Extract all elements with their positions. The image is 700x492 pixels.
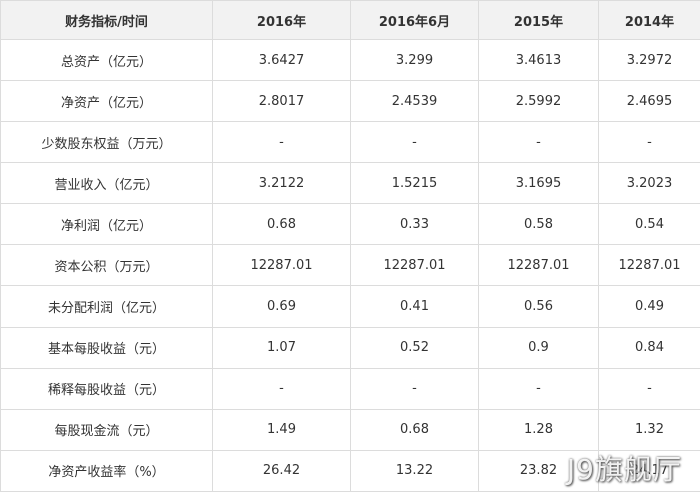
table-row: 净资产（亿元） 2.8017 2.4539 2.5992 2.4695 — [0, 80, 700, 123]
value-cell: 12287.01 — [478, 244, 599, 287]
value-cell: - — [478, 367, 599, 410]
row-label: 净资产收益率（%） — [0, 449, 213, 492]
table-row: 稀释每股收益（元） - - - - — [0, 367, 700, 410]
table-row: 营业收入（亿元） 3.2122 1.5215 3.1695 3.2023 — [0, 162, 700, 205]
value-cell: - — [350, 367, 479, 410]
value-cell: 1.5215 — [350, 162, 479, 205]
row-label: 稀释每股收益（元） — [0, 367, 213, 410]
value-cell: 0.84 — [598, 326, 700, 369]
value-cell: 0.58 — [478, 203, 599, 246]
header-cell: 财务指标/时间 — [0, 0, 213, 40]
value-cell: - — [478, 121, 599, 164]
value-cell: 2.4695 — [598, 80, 700, 123]
value-cell: 1.07 — [212, 326, 351, 369]
value-cell: 12287.01 — [598, 244, 700, 287]
header-cell: 2016年6月 — [350, 0, 479, 40]
value-cell: 3.6427 — [212, 38, 351, 82]
value-cell: 2.8017 — [212, 80, 351, 123]
table-row: 净资产收益率（%） 26.42 13.22 23.82 24.17 — [0, 449, 700, 492]
header-row: 财务指标/时间 2016年 2016年6月 2015年 2014年 — [0, 0, 700, 40]
value-cell: 2.5992 — [478, 80, 599, 123]
value-cell: 0.68 — [212, 203, 351, 246]
row-label: 基本每股收益（元） — [0, 326, 213, 369]
value-cell: 3.2972 — [598, 38, 700, 82]
header-cell: 2014年 — [598, 0, 700, 40]
row-label: 营业收入（亿元） — [0, 162, 213, 205]
value-cell: 1.49 — [212, 408, 351, 451]
value-cell: 2.4539 — [350, 80, 479, 123]
table-row: 未分配利润（亿元） 0.69 0.41 0.56 0.49 — [0, 285, 700, 328]
value-cell: 26.42 — [212, 449, 351, 492]
value-cell: 13.22 — [350, 449, 479, 492]
value-cell: 3.4613 — [478, 38, 599, 82]
value-cell: 1.32 — [598, 408, 700, 451]
value-cell: 12287.01 — [350, 244, 479, 287]
table-row: 少数股东权益（万元） - - - - — [0, 121, 700, 164]
value-cell: 0.41 — [350, 285, 479, 328]
value-cell: - — [598, 367, 700, 410]
row-label: 未分配利润（亿元） — [0, 285, 213, 328]
value-cell: 0.33 — [350, 203, 479, 246]
row-label: 少数股东权益（万元） — [0, 121, 213, 164]
value-cell: 0.56 — [478, 285, 599, 328]
header-cell: 2015年 — [478, 0, 599, 40]
watermark: J9旗舰厅 — [566, 453, 682, 486]
value-cell: 12287.01 — [212, 244, 351, 287]
value-cell: 0.54 — [598, 203, 700, 246]
table-body: 总资产（亿元） 3.6427 3.299 3.4613 3.2972 净资产（亿元） 2.8… — [0, 38, 700, 492]
value-cell: - — [350, 121, 479, 164]
row-label: 每股现金流（元） — [0, 408, 213, 451]
value-cell: - — [212, 367, 351, 410]
header-cell: 2016年 — [212, 0, 351, 40]
value-cell: 3.299 — [350, 38, 479, 82]
table-row: 资本公积（万元） 12287.01 12287.01 12287.01 12287.01 — [0, 244, 700, 287]
value-cell: - — [598, 121, 700, 164]
value-cell: 0.52 — [350, 326, 479, 369]
value-cell: 0.9 — [478, 326, 599, 369]
value-cell: - — [212, 121, 351, 164]
value-cell: 3.2023 — [598, 162, 700, 205]
value-cell: 0.49 — [598, 285, 700, 328]
value-cell: 23.82 — [478, 449, 599, 492]
value-cell: 0.68 — [350, 408, 479, 451]
value-cell: 3.2122 — [212, 162, 351, 205]
row-label: 总资产（亿元） — [0, 38, 213, 82]
row-label: 净资产（亿元） — [0, 80, 213, 123]
table-row: 净利润（亿元） 0.68 0.33 0.58 0.54 — [0, 203, 700, 246]
value-cell: 3.1695 — [478, 162, 599, 205]
table-row: 总资产（亿元） 3.6427 3.299 3.4613 3.2972 — [0, 38, 700, 82]
table-row: 每股现金流（元） 1.49 0.68 1.28 1.32 — [0, 408, 700, 451]
value-cell: 0.69 — [212, 285, 351, 328]
value-cell: 1.28 — [478, 408, 599, 451]
table-row: 基本每股收益（元） 1.07 0.52 0.9 0.84 — [0, 326, 700, 369]
row-label: 净利润（亿元） — [0, 203, 213, 246]
row-label: 资本公积（万元） — [0, 244, 213, 287]
